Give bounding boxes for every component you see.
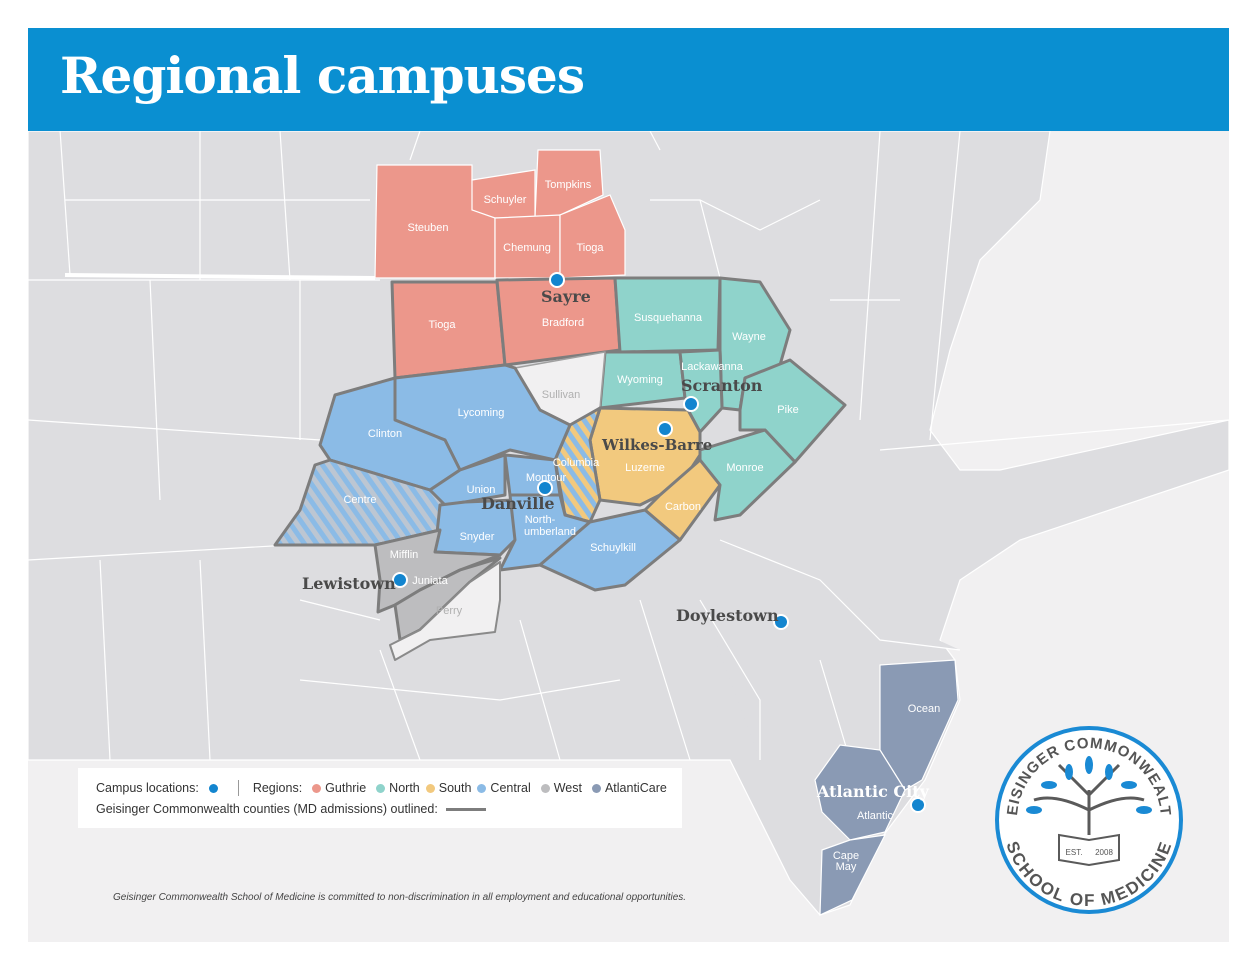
- label-sullivan: Sullivan: [542, 389, 581, 401]
- label-cape-may-1: Cape: [833, 850, 859, 862]
- divider: [237, 780, 239, 796]
- label-northumberland-2: umberland: [524, 526, 576, 538]
- county-tompkins: [534, 149, 604, 219]
- label-steuben: Steuben: [408, 222, 449, 234]
- label-bradford: Bradford: [542, 317, 584, 329]
- label-tioga-pa: Tioga: [428, 319, 456, 331]
- legend-south: South: [438, 781, 472, 795]
- label-atlantic: Atlantic: [857, 810, 894, 822]
- campus-label-wilkes-barre: Wilkes-Barre: [601, 436, 712, 454]
- legend-north: North: [389, 781, 420, 795]
- school-seal-logo: GEISINGER COMMONWEALTH SCHOOL OF MEDICIN…: [995, 726, 1183, 914]
- county-cape-may: [819, 834, 887, 916]
- legend-regions-label: Regions:: [252, 781, 303, 795]
- campus-dot-icon: [208, 783, 218, 793]
- label-ocean: Ocean: [908, 703, 940, 715]
- label-clinton: Clinton: [368, 428, 402, 440]
- label-union: Union: [467, 484, 496, 496]
- legend-campus-label: Campus locations:: [96, 781, 199, 795]
- legend-dot-south: [425, 783, 435, 793]
- campus-label-atlantic-city: Atlantic City: [816, 782, 930, 801]
- legend-outline-label: Geisinger Commonwealth counties (MD admi…: [96, 802, 438, 816]
- county-tioga-ny: [559, 194, 626, 279]
- regional-map: Steuben Schuyler Tompkins Chemung Tioga …: [28, 129, 1229, 916]
- label-pike: Pike: [777, 404, 798, 416]
- campus-markers: [392, 272, 926, 813]
- label-lycoming: Lycoming: [458, 407, 505, 419]
- svg-text:EST.: EST.: [1066, 848, 1083, 857]
- label-centre: Centre: [343, 494, 376, 506]
- label-tioga-ny: Tioga: [576, 242, 604, 254]
- campus-dot-doylestown[interactable]: [773, 614, 789, 630]
- page-title: Regional campuses: [60, 46, 585, 105]
- legend-dot-central: [477, 783, 487, 793]
- label-columbia: Columbia: [553, 457, 600, 469]
- legend-dot-west: [540, 783, 550, 793]
- campus-dot-sayre[interactable]: [549, 272, 565, 288]
- campus-dot-danville[interactable]: [537, 480, 553, 496]
- legend-atlanticare: AtlantiCare: [604, 781, 667, 795]
- label-northumberland-1: North-: [525, 514, 556, 526]
- campus-dot-atlantic-city[interactable]: [910, 797, 926, 813]
- label-schuylkill: Schuylkill: [590, 542, 636, 554]
- label-chemung: Chemung: [503, 242, 551, 254]
- legend-dot-guthrie: [312, 783, 322, 793]
- county-atlantic: [814, 744, 906, 841]
- campus-label-sayre: Sayre: [541, 287, 591, 306]
- county-schuylkill: [538, 508, 682, 592]
- campus-label-lewistown: Lewistown: [302, 574, 396, 593]
- label-wyoming: Wyoming: [617, 374, 663, 386]
- county-perry: [389, 561, 501, 661]
- label-lackawanna: Lackawanna: [681, 361, 744, 373]
- tree-icon: [1033, 763, 1145, 835]
- campus-label-scranton: Scranton: [681, 376, 763, 395]
- region-atlanticare: [814, 659, 959, 916]
- label-susquehanna: Susquehanna: [634, 312, 703, 324]
- label-schuyler: Schuyler: [484, 194, 527, 206]
- map-legend: Campus locations: Regions: Guthrie North…: [78, 768, 682, 828]
- campus-dot-wilkes-barre[interactable]: [657, 421, 673, 437]
- book-icon: EST. 2008: [1058, 833, 1120, 867]
- header-banner: Regional campuses: [28, 28, 1229, 131]
- outline-swatch: [445, 807, 486, 811]
- county-carbon: [643, 458, 722, 542]
- ny-pa-border: [64, 273, 376, 280]
- footnote: Geisinger Commonwealth School of Medicin…: [113, 892, 687, 903]
- label-tompkins: Tompkins: [545, 179, 592, 191]
- legend-dot-north: [376, 783, 386, 793]
- label-cape-may-2: May: [836, 861, 857, 873]
- campus-dot-lewistown[interactable]: [392, 572, 408, 588]
- legend-west: West: [553, 781, 582, 795]
- label-montour: Montour: [526, 472, 567, 484]
- label-perry: Perry: [436, 605, 463, 617]
- legend-central: Central: [490, 781, 531, 795]
- label-wayne: Wayne: [732, 331, 766, 343]
- legend-guthrie: Guthrie: [325, 781, 367, 795]
- label-juniata: Juniata: [412, 575, 448, 587]
- campus-label-danville: Danville: [481, 494, 555, 513]
- label-mifflin: Mifflin: [390, 549, 419, 561]
- label-monroe: Monroe: [726, 462, 763, 474]
- campus-dot-scranton[interactable]: [683, 396, 699, 412]
- label-snyder: Snyder: [460, 531, 495, 543]
- label-carbon: Carbon: [665, 501, 701, 513]
- region-guthrie: [374, 149, 626, 279]
- label-luzerne: Luzerne: [625, 462, 665, 474]
- svg-text:2008: 2008: [1095, 848, 1113, 857]
- campus-label-doylestown: Doylestown: [676, 606, 779, 625]
- legend-dot-atlanticare: [591, 783, 601, 793]
- map-poster: Steuben Schuyler Tompkins Chemung Tioga …: [28, 28, 1229, 942]
